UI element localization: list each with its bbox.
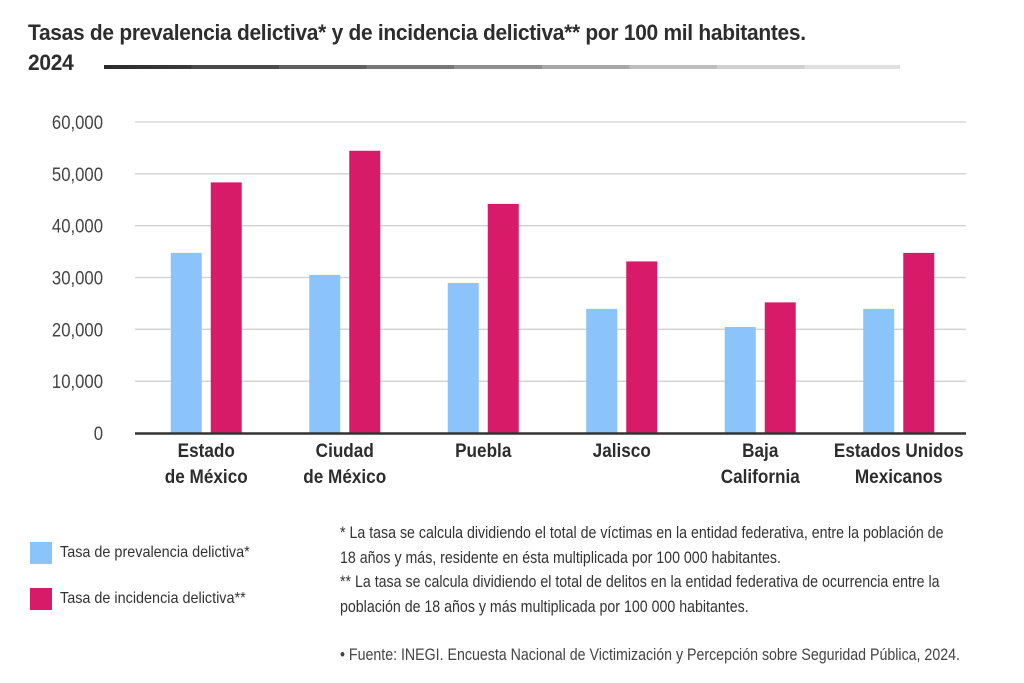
x-tick-label: California xyxy=(721,465,801,487)
x-tick-label: Jalisco xyxy=(593,439,651,461)
x-tick-label: de México xyxy=(165,465,248,487)
y-tick-label: 50,000 xyxy=(52,164,103,185)
x-tick-label: de México xyxy=(303,465,386,487)
y-tick-label: 20,000 xyxy=(52,319,103,340)
legend-item-incidencia: Tasa de incidencia delictiva** xyxy=(30,584,271,614)
y-tick-label: 10,000 xyxy=(52,371,103,392)
chart-title-year: 2024 xyxy=(28,50,74,75)
bar-chart: 0 10,000 20,000 30,000 40,000 50,000 60,000 Es… xyxy=(52,112,966,487)
bar-prevalencia xyxy=(309,274,341,433)
bar-incidencia xyxy=(210,182,242,433)
bar-incidencia xyxy=(903,252,935,433)
x-axis-tick-labels: Estado de México Ciudad de México Puebla Jali… xyxy=(165,439,964,487)
bar-prevalencia xyxy=(586,308,618,433)
x-tick-label: Puebla xyxy=(455,439,512,461)
footnote-prevalencia: * La tasa se calcula dividiendo el total… xyxy=(340,524,944,567)
bar-incidencia xyxy=(626,261,658,433)
y-tick-label: 30,000 xyxy=(52,268,103,289)
y-tick-label: 60,000 xyxy=(52,112,103,133)
bar-prevalencia xyxy=(724,327,756,433)
bar-prevalencia xyxy=(447,282,479,433)
chart-title-text: Tasas de prevalencia delictiva* y de inc… xyxy=(28,20,806,45)
bar-incidencia xyxy=(764,302,796,433)
legend-swatch-prevalencia xyxy=(30,542,52,564)
y-tick-label: 0 xyxy=(94,423,103,444)
footnote-incidencia: ** La tasa se calcula dividiendo el tota… xyxy=(340,573,940,616)
x-tick-label: Estado xyxy=(178,439,235,461)
bars xyxy=(170,150,935,433)
source-note: • Fuente: INEGI. Encuesta Nacional de Vi… xyxy=(340,646,960,664)
legend-label-prevalencia: Tasa de prevalencia delictiva* xyxy=(60,544,250,561)
bar-prevalencia xyxy=(170,252,202,433)
legend-item-prevalencia: Tasa de prevalencia delictiva* xyxy=(30,538,271,568)
footnotes: * La tasa se calcula dividiendo el total… xyxy=(340,521,959,619)
bar-prevalencia xyxy=(863,308,895,433)
x-tick-label: Estados Unidos xyxy=(834,439,964,461)
title-gradient-rule xyxy=(104,65,900,69)
bar-incidencia xyxy=(487,203,519,433)
bar-incidencia xyxy=(349,150,381,433)
chart-title: Tasas de prevalencia delictiva* y de inc… xyxy=(28,18,806,78)
legend-label-incidencia: Tasa de incidencia delictiva** xyxy=(60,590,246,607)
x-tick-label: Baja xyxy=(742,439,779,461)
legend: Tasa de prevalencia delictiva* Tasa de i… xyxy=(30,538,271,630)
legend-swatch-incidencia xyxy=(30,588,52,610)
y-tick-label: 40,000 xyxy=(52,216,103,237)
y-axis-tick-labels: 0 10,000 20,000 30,000 40,000 50,000 60,000 xyxy=(52,112,103,444)
gridlines xyxy=(135,121,966,382)
x-tick-label: Ciudad xyxy=(316,439,374,461)
x-tick-label: Mexicanos xyxy=(855,465,943,487)
